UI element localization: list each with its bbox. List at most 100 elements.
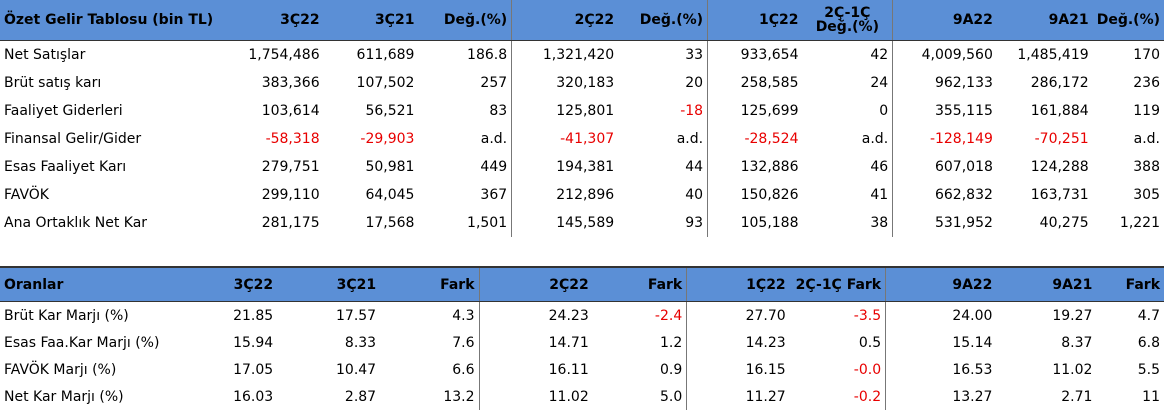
table-cell: 21.85 [233, 307, 274, 324]
table-row: FAVÖK 299,110 64,045 367 212,896 40 150,826 41 6… [0, 181, 1164, 209]
table-cell: 64,045 [365, 187, 415, 203]
col-header: Değ.(%) [618, 0, 708, 41]
table-cell: 1,754,486 [248, 47, 320, 63]
table-title: Oranlar [0, 266, 164, 302]
table-cell: 20 [685, 75, 704, 91]
table-cell: 163,731 [1030, 187, 1089, 203]
row-label: FAVÖK [4, 187, 49, 203]
table-cell: -128,149 [892, 125, 997, 153]
table-cell: -58,318 [265, 131, 320, 147]
table-row: FAVÖK Marjı (%) 17.05 10.47 6.6 16.11 0.9 16.1… [0, 356, 1164, 383]
table-cell: 124,288 [1030, 159, 1089, 175]
table-row: Esas Faaliyet Karı 279,751 50,981 449 194,38… [0, 153, 1164, 181]
table-cell: 281,175 [261, 215, 320, 231]
table-cell: 286,172 [1030, 75, 1089, 91]
table-header-row: Özet Gelir Tablosu (bin TL) 3Ç22 3Ç21 De… [0, 0, 1164, 41]
table-cell: 4,009,560 [892, 40, 997, 69]
row-label: Esas Faa.Kar Marjı (%) [4, 334, 160, 351]
col-header: Fark [380, 266, 479, 302]
table-cell: 212,896 [511, 181, 619, 209]
table-cell: 367 [480, 187, 508, 203]
table-cell: 194,381 [511, 153, 619, 181]
table-cell: 531,952 [892, 209, 997, 237]
table-cell: 16.53 [885, 356, 997, 383]
col-header: 1Ç22 [686, 266, 790, 302]
table-cell: 44 [685, 159, 704, 175]
table-cell: 2.71 [1061, 388, 1093, 405]
row-label: Faaliyet Giderleri [4, 103, 123, 119]
col-header: Değ.(%) [418, 0, 512, 41]
row-label: Brüt satış karı [4, 75, 102, 91]
table-cell: 170 [1133, 47, 1160, 63]
table-cell: -28,524 [707, 125, 803, 153]
row-label: Net Satışlar [4, 47, 86, 63]
col-header: 3Ç22 [217, 0, 324, 41]
table-cell: 388 [1133, 159, 1160, 175]
table-header-row: Oranlar 3Ç22 3Ç21 Fark 2Ç22 Fark 1Ç22 2Ç… [0, 266, 1164, 302]
table-cell: 13.2 [443, 388, 475, 405]
table-cell: 0.9 [659, 361, 683, 378]
table-cell: 15.94 [233, 334, 274, 351]
table-cell: 355,115 [892, 97, 997, 125]
table-cell: 38 [870, 215, 889, 231]
table-cell: 56,521 [365, 103, 415, 119]
table-cell: a.d. [480, 131, 508, 147]
table-cell: a.d. [676, 131, 704, 147]
row-label: FAVÖK Marjı (%) [4, 361, 117, 378]
table-cell: 305 [1133, 187, 1160, 203]
table-cell: 10.47 [336, 361, 377, 378]
col-header: 2Ç-1Ç Değ.(%) [802, 0, 893, 41]
table-cell: 5.0 [659, 388, 683, 405]
table-row: Finansal Gelir/Gider -58,318 -29,903 a.d. -4… [0, 125, 1164, 153]
table-cell: 17.05 [233, 361, 274, 378]
col-header: 1Ç22 [707, 0, 803, 41]
table-title: Özet Gelir Tablosu (bin TL) [0, 0, 218, 41]
table-cell: 611,689 [356, 47, 415, 63]
col-header-line: Değ.(%) [815, 19, 879, 35]
table-cell: 279,751 [261, 159, 320, 175]
row-label: Brüt Kar Marjı (%) [4, 307, 129, 324]
table-cell: 40,275 [1039, 215, 1089, 231]
table-cell: 16.03 [233, 388, 274, 405]
table-cell: 132,886 [707, 153, 803, 181]
table-cell: 16.15 [686, 356, 790, 383]
table-cell: 42 [870, 47, 889, 63]
table-cell: -3.5 [853, 307, 882, 324]
table-cell: 320,183 [511, 69, 619, 97]
table-cell: 962,133 [892, 69, 997, 97]
table-cell: 41 [870, 187, 889, 203]
table-cell: a.d. [861, 131, 889, 147]
col-header: 9A21 [996, 266, 1097, 302]
table-cell: -29,903 [360, 131, 415, 147]
table-cell: 27.70 [686, 301, 790, 329]
table-cell: 2.87 [344, 388, 377, 405]
table-cell: 33 [685, 47, 704, 63]
row-label: Ana Ortaklık Net Kar [4, 215, 148, 231]
table-cell: 257 [480, 75, 508, 91]
table-cell: -2.4 [654, 307, 683, 324]
table-cell: 933,654 [707, 40, 803, 69]
table-cell: 607,018 [892, 153, 997, 181]
table-cell: 103,614 [261, 103, 320, 119]
table-cell: -70,251 [1034, 131, 1089, 147]
table-cell: -41,307 [511, 125, 619, 153]
table-cell: 383,366 [261, 75, 320, 91]
table-row: Faaliyet Giderleri 103,614 56,521 83 125,801… [0, 97, 1164, 125]
table-cell: a.d. [1133, 131, 1160, 147]
table-row: Net Kar Marjı (%) 16.03 2.87 13.2 11.02 5.0 11… [0, 383, 1164, 410]
col-header: 2Ç22 [511, 0, 619, 41]
table-cell: 0 [879, 103, 889, 119]
table-cell: 1,485,419 [1017, 47, 1089, 63]
table-cell: 0.5 [858, 334, 882, 351]
table-cell: 11 [1142, 388, 1160, 405]
table-cell: 4.7 [1137, 307, 1160, 324]
table-cell: 299,110 [261, 187, 320, 203]
table-cell: -0.0 [853, 361, 882, 378]
income-statement-table: Özet Gelir Tablosu (bin TL) 3Ç22 3Ç21 De… [0, 0, 1164, 237]
table-cell: 5.5 [1137, 361, 1160, 378]
table-cell: 125,801 [511, 97, 619, 125]
table-cell: -18 [680, 103, 704, 119]
table-cell: 17,568 [365, 215, 415, 231]
table-cell: 8.33 [344, 334, 377, 351]
table-cell: 7.6 [452, 334, 475, 351]
